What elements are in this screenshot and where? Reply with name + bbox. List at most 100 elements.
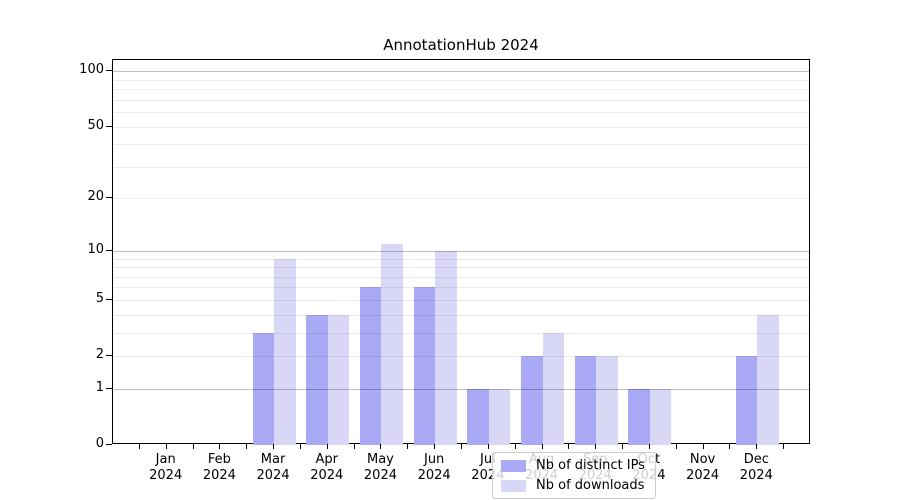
y-tick-mark-20 — [106, 197, 112, 199]
x-tick-mark-jan — [165, 444, 167, 449]
x-tick-label-year: 2024 — [686, 468, 720, 483]
gridline-y-70 — [113, 99, 809, 101]
x-tick-mark-minor-9 — [622, 444, 624, 449]
x-tick-label-month: Mar — [260, 452, 286, 467]
y-tick-label-1: 1 — [95, 379, 104, 395]
bar-distinct-ips-sep — [574, 356, 597, 445]
bar-distinct-ips-oct — [628, 388, 650, 445]
gridline-y-2 — [113, 356, 809, 358]
bar-downloads-may — [381, 243, 403, 445]
x-tick-mark-feb — [219, 444, 221, 449]
y-tick-mark-5 — [106, 298, 112, 300]
y-tick-label-2: 2 — [95, 347, 104, 363]
x-tick-label-year: 2024 — [310, 468, 344, 483]
x-tick-mark-minor-0 — [138, 444, 140, 449]
y-tick-label-100: 100 — [79, 62, 104, 78]
x-tick-mark-oct — [648, 444, 650, 449]
x-tick-mark-minor-12 — [783, 444, 785, 449]
y-tick-mark-2 — [106, 355, 112, 357]
gridline-y-100 — [113, 71, 809, 73]
gridline-y-6 — [113, 287, 809, 289]
gridline-y-50 — [113, 126, 809, 128]
gridline-y-30 — [113, 166, 809, 168]
legend-label-distinct-ips: Nb of distinct IPs — [536, 458, 645, 473]
x-tick-label-mar: Mar 2024 — [243, 452, 303, 484]
y-tick-label-0: 0 — [95, 436, 104, 451]
x-tick-mark-mar — [273, 444, 275, 449]
x-tick-label-year: 2024 — [417, 468, 451, 483]
x-tick-mark-minor-5 — [407, 444, 409, 449]
x-tick-label-dec: Dec 2024 — [726, 452, 786, 484]
x-tick-label-month: Nov — [689, 452, 716, 467]
gridline-y-3 — [113, 332, 809, 334]
x-tick-mark-minor-10 — [675, 444, 677, 449]
x-tick-label-jun: Jun 2024 — [404, 452, 464, 484]
x-tick-mark-may — [380, 444, 382, 449]
x-tick-mark-minor-3 — [299, 444, 301, 449]
legend-row-downloads: Nb of downloads — [501, 478, 645, 493]
legend-row-distinct-ips: Nb of distinct IPs — [501, 458, 645, 473]
x-tick-mark-dec — [756, 444, 758, 449]
x-tick-label-year: 2024 — [149, 468, 183, 483]
bar-downloads-jun — [435, 250, 457, 445]
y-tick-mark-0 — [106, 444, 112, 445]
legend-swatch-distinct-ips — [501, 459, 526, 472]
x-tick-label-month: Jun — [423, 452, 445, 467]
x-tick-mark-minor-2 — [246, 444, 248, 449]
x-tick-mark-sep — [595, 444, 597, 449]
bar-downloads-aug — [542, 332, 565, 445]
bar-downloads-sep — [596, 356, 618, 445]
x-tick-label-year: 2024 — [256, 468, 290, 483]
gridline-y-9 — [113, 258, 809, 260]
gridline-y-60 — [113, 112, 809, 114]
y-tick-label-20: 20 — [87, 189, 104, 205]
x-tick-label-month: Feb — [207, 452, 231, 467]
bar-downloads-jul — [488, 388, 511, 445]
x-tick-mark-minor-4 — [353, 444, 355, 449]
x-tick-label-month: Jan — [155, 452, 176, 467]
x-tick-label-feb: Feb 2024 — [189, 452, 249, 484]
x-tick-label-month: Apr — [315, 452, 339, 467]
x-tick-mark-minor-6 — [461, 444, 462, 449]
x-tick-mark-minor-8 — [568, 444, 570, 449]
bar-distinct-ips-dec — [735, 356, 758, 445]
x-tick-label-month: May — [367, 452, 394, 467]
x-tick-label-year: 2024 — [739, 468, 773, 483]
y-tick-mark-1 — [106, 387, 112, 389]
gridline-y-5 — [113, 299, 809, 301]
gridline-y-90 — [113, 79, 809, 81]
gridline-y-8 — [113, 267, 809, 269]
x-tick-label-may: May 2024 — [350, 452, 410, 484]
x-tick-label-month: Dec — [743, 452, 769, 467]
bar-distinct-ips-mar — [252, 332, 275, 445]
bar-downloads-dec — [757, 314, 779, 445]
x-tick-mark-minor-11 — [729, 444, 731, 449]
bar-distinct-ips-apr — [306, 314, 328, 445]
bar-distinct-ips-may — [359, 287, 382, 445]
y-tick-mark-50 — [106, 125, 112, 127]
x-tick-label-jan: Jan 2024 — [136, 452, 196, 484]
chart-title: AnnotationHub 2024 — [383, 36, 539, 54]
x-tick-mark-aug — [541, 444, 543, 449]
x-tick-mark-apr — [326, 444, 328, 449]
gridline-y-1 — [113, 388, 809, 390]
gridline-y-10 — [113, 250, 809, 252]
x-tick-mark-jul — [487, 444, 489, 449]
gridline-y-80 — [113, 89, 809, 91]
x-tick-mark-jun — [434, 444, 436, 449]
legend-label-downloads: Nb of downloads — [536, 478, 645, 493]
bar-distinct-ips-aug — [521, 356, 543, 445]
y-tick-label-5: 5 — [95, 290, 104, 306]
bar-downloads-apr — [327, 314, 350, 445]
x-tick-label-year: 2024 — [363, 468, 397, 483]
x-tick-mark-minor-1 — [192, 444, 194, 449]
x-tick-label-month: Jul — [480, 452, 496, 467]
x-tick-label-year: 2024 — [202, 468, 236, 483]
legend: Nb of distinct IPs Nb of downloads — [492, 452, 656, 499]
y-tick-mark-100 — [106, 70, 112, 72]
y-tick-label-50: 50 — [87, 117, 104, 133]
x-tick-mark-minor-7 — [514, 444, 516, 449]
legend-swatch-downloads — [501, 479, 526, 492]
plot-area: Nb of distinct IPs Nb of downloads — [112, 59, 810, 499]
gridline-y-7 — [113, 276, 809, 278]
